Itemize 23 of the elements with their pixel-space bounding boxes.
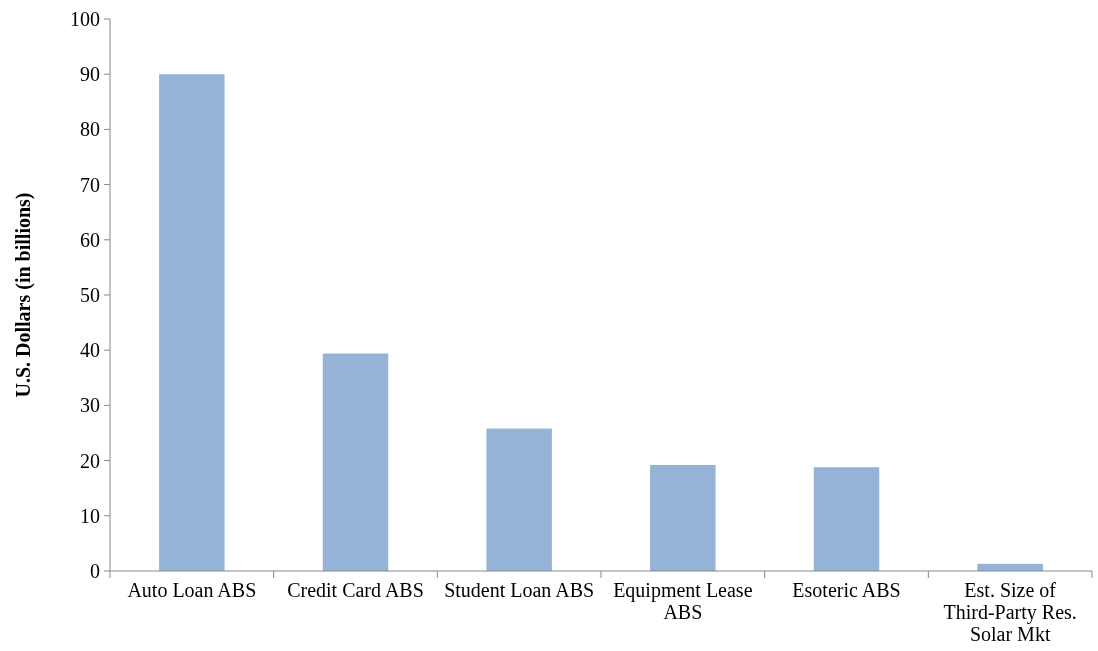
y-axis-title: U.S. Dollars (in billions)	[12, 192, 35, 398]
bar	[650, 465, 716, 571]
bar	[159, 74, 225, 571]
x-tick-label: Equipment Lease ABS	[613, 579, 753, 623]
y-tick-label: 30	[80, 394, 100, 417]
bar	[486, 428, 552, 571]
y-tick-label: 0	[90, 560, 100, 582]
x-tick-label: Student Loan ABS	[444, 579, 595, 601]
y-tick-label: 80	[80, 118, 100, 141]
bar	[813, 467, 880, 571]
y-tick-label: 100	[70, 8, 100, 30]
x-tick-label: Credit Card ABS	[287, 579, 424, 601]
y-tick-label: 50	[80, 284, 100, 306]
y-tick-label: 70	[80, 173, 100, 196]
y-tick-label: 60	[80, 228, 100, 251]
y-tick-label: 40	[80, 339, 100, 362]
x-tick-label: Auto Loan ABS	[127, 579, 257, 601]
x-tick-label: Esoteric ABS	[792, 579, 901, 601]
bar	[322, 353, 389, 571]
y-tick-label: 20	[80, 449, 100, 472]
x-tick-label: Est. Size of Third-Party Res. Solar Mkt	[943, 579, 1077, 645]
y-tick-label: 10	[80, 504, 100, 527]
y-tick-label: 90	[80, 63, 100, 86]
